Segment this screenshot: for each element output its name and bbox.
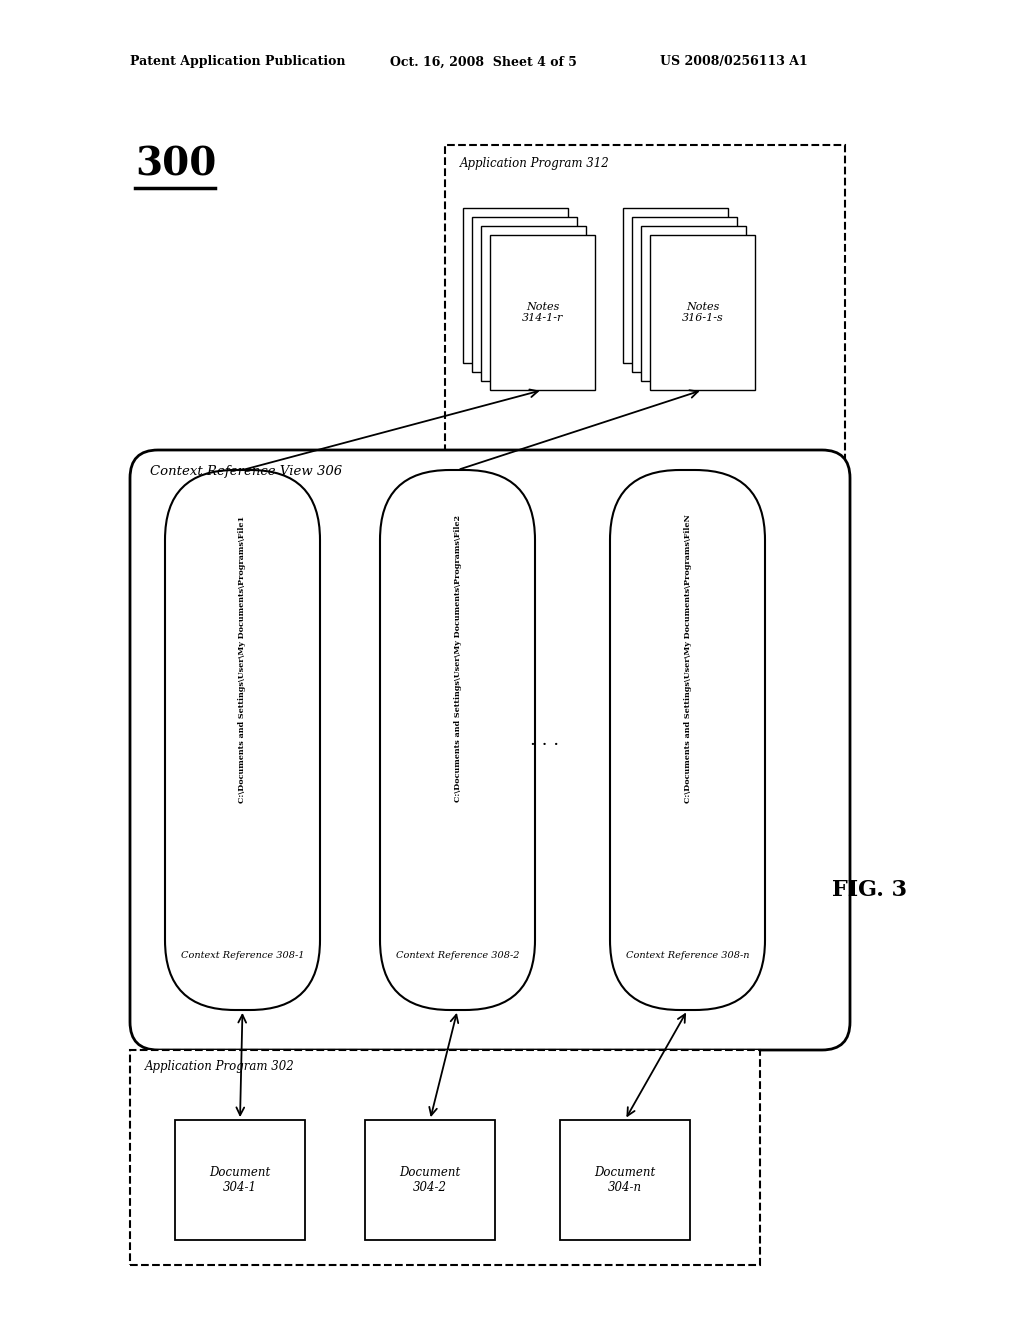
Bar <box>490 235 595 389</box>
Text: Context Reference 308-2: Context Reference 308-2 <box>395 950 519 960</box>
Bar <box>650 235 755 389</box>
Text: Context Reference View 306: Context Reference View 306 <box>150 465 342 478</box>
Text: 300: 300 <box>135 147 216 183</box>
Bar <box>632 216 737 372</box>
Text: Document
304-1: Document 304-1 <box>209 1166 270 1195</box>
FancyBboxPatch shape <box>610 470 765 1010</box>
Text: Document
304-n: Document 304-n <box>594 1166 655 1195</box>
Text: US 2008/0256113 A1: US 2008/0256113 A1 <box>660 55 808 69</box>
Bar <box>463 209 568 363</box>
Text: FIG. 3: FIG. 3 <box>833 879 907 902</box>
Bar <box>481 226 586 381</box>
FancyBboxPatch shape <box>130 450 850 1049</box>
Bar <box>560 1119 690 1239</box>
Text: Notes
314-1-r: Notes 314-1-r <box>522 302 563 323</box>
Text: Oct. 16, 2008  Sheet 4 of 5: Oct. 16, 2008 Sheet 4 of 5 <box>390 55 577 69</box>
Bar <box>472 216 577 372</box>
Text: Context Reference 308-1: Context Reference 308-1 <box>181 950 304 960</box>
FancyBboxPatch shape <box>165 470 319 1010</box>
Text: Document
304-2: Document 304-2 <box>399 1166 461 1195</box>
Bar <box>641 226 746 381</box>
Text: Application Program 302: Application Program 302 <box>145 1060 295 1073</box>
Text: C:\Documents and Settings\User\My Documents\Programs\File2: C:\Documents and Settings\User\My Docume… <box>454 516 462 803</box>
Text: Context Reference 308-n: Context Reference 308-n <box>626 950 750 960</box>
Bar <box>175 1119 305 1239</box>
Text: C:\Documents and Settings\User\My Documents\Programs\FileN: C:\Documents and Settings\User\My Docume… <box>683 515 691 804</box>
Text: C:\Documents and Settings\User\My Documents\Programs\File1: C:\Documents and Settings\User\My Docume… <box>239 515 247 803</box>
Text: Application Program 312: Application Program 312 <box>460 157 609 170</box>
Bar <box>365 1119 495 1239</box>
Text: Patent Application Publication: Patent Application Publication <box>130 55 345 69</box>
Bar <box>445 145 845 470</box>
Bar <box>623 209 728 363</box>
Text: . . .: . . . <box>530 731 559 748</box>
FancyBboxPatch shape <box>380 470 535 1010</box>
Bar <box>130 1049 760 1265</box>
Text: Notes
316-1-s: Notes 316-1-s <box>682 302 723 323</box>
